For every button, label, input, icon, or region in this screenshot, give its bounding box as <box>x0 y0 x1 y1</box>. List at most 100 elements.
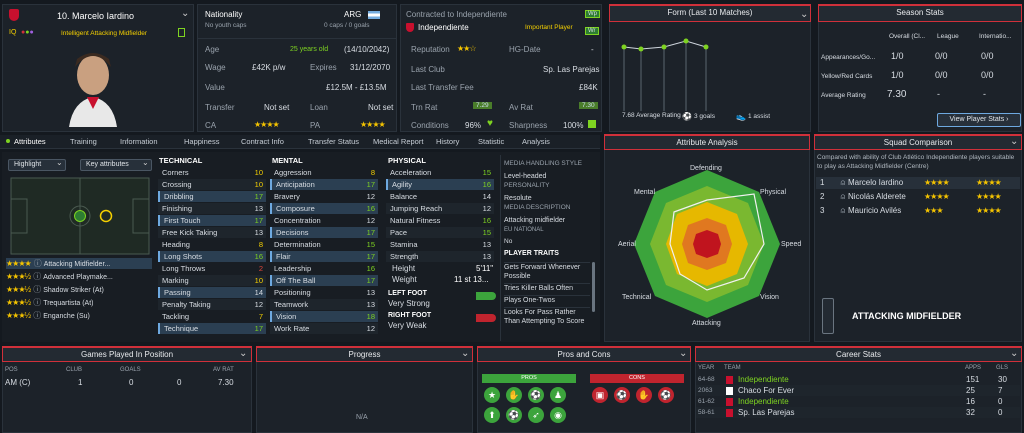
iq-label: IQ <box>9 29 17 36</box>
role-row[interactable]: ★★★½ ⓘ Trequartista (At) <box>6 297 152 308</box>
highlight-dropdown[interactable]: Highlight <box>8 159 66 171</box>
club-panel: Contracted to Independiente Independient… <box>400 4 602 132</box>
season-row3-b: - <box>937 89 940 99</box>
games-col-pos: POS <box>5 367 18 373</box>
attribute-value: 7 <box>258 312 263 321</box>
player-name[interactable]: 10. Marcelo Iardino <box>57 11 135 21</box>
chevron-down-icon[interactable]: ⌄ <box>142 158 149 167</box>
role-row[interactable]: ★★★½ ⓘ Enganche (Su) <box>6 310 152 321</box>
season-title[interactable]: Season Stats <box>818 4 1022 22</box>
progress-na: N/A <box>356 414 368 421</box>
role-row[interactable]: ★★★½ ⓘ Advanced Playmake... <box>6 271 152 282</box>
form-chart <box>621 38 709 111</box>
attribute-name: Long Throws <box>162 264 206 273</box>
attribute-name: Crossing <box>162 180 192 189</box>
attribute-row: Dribbling 17 <box>158 191 266 202</box>
traits-scrollbar[interactable] <box>592 262 595 312</box>
pros-cons-title[interactable]: Pros and Cons <box>477 346 691 362</box>
radar-label-defending: Defending <box>690 165 722 172</box>
attribute-name: Flair <box>276 252 291 261</box>
heart-icon: ♥ <box>487 118 493 129</box>
chevron-down-icon[interactable]: ⌄ <box>1010 348 1019 359</box>
squad-player-name: Marcelo Iardino <box>848 178 904 187</box>
tab-medical-report[interactable]: Medical Report <box>373 137 424 146</box>
club-badge <box>9 9 19 21</box>
radar-label-technical: Technical <box>622 294 652 301</box>
tab-contract-info[interactable]: Contract Info <box>241 137 284 146</box>
caps: 0 caps / 0 goals <box>324 22 370 29</box>
attribute-row: Composure 16 <box>270 203 378 214</box>
tab-training[interactable]: Training <box>70 137 97 146</box>
av-rating-badge: 7.30 <box>579 102 598 109</box>
chevron-down-icon[interactable]: ⌄ <box>56 158 63 167</box>
games-title[interactable]: Games Played In Position <box>2 346 252 362</box>
chevron-down-icon[interactable]: ⌄ <box>1010 136 1019 147</box>
chevron-down-icon[interactable]: ⌄ <box>461 348 470 359</box>
tab-happiness[interactable]: Happiness <box>184 137 220 146</box>
tab-analysis[interactable]: Analysis <box>522 137 550 146</box>
squad-row[interactable]: 3 ⍝ Mauricio Avilés ★★★ ★★★★ <box>816 205 1020 217</box>
chevron-down-icon[interactable]: ⌄ <box>800 9 809 20</box>
career-col-team: TEAM <box>724 365 741 371</box>
attribute-row: Positioning 13 <box>270 287 378 298</box>
career-title[interactable]: Career Stats <box>695 346 1022 362</box>
age-value: 25 years old <box>290 46 329 53</box>
squad-player-name: Nicolás Alderete <box>848 192 906 201</box>
active-tab-dot <box>6 139 10 143</box>
attribute-row: Crossing 10 <box>158 179 266 190</box>
season-row1-c: 0/0 <box>981 51 994 61</box>
club-name[interactable]: Independiente <box>418 23 469 32</box>
season-col2: League <box>937 33 959 40</box>
weight-label: Weight <box>392 275 417 284</box>
attribute-row: Long Shots 16 <box>158 251 266 262</box>
chevron-down-icon[interactable]: ⌄ <box>181 8 190 19</box>
right-foot-value: Very Weak <box>388 321 427 330</box>
squad-row[interactable]: 1 ⍝ Marcelo Iardino ★★★★ ★★★★ <box>816 177 1020 189</box>
progress-title[interactable]: Progress <box>256 346 473 362</box>
chevron-down-icon[interactable]: ⌄ <box>239 348 248 359</box>
key-attributes-dropdown[interactable]: Key attributes <box>80 159 152 171</box>
info-icon: ⓘ <box>33 259 42 268</box>
tab-attributes[interactable]: Attributes <box>14 137 46 146</box>
attribute-value: 12 <box>366 216 375 225</box>
media-style-label: MEDIA HANDLING STYLE <box>504 160 583 167</box>
right-foot-label: RIGHT FOOT <box>388 312 432 319</box>
tab-bar <box>0 135 600 149</box>
attribute-row: Finishing 13 <box>158 203 266 214</box>
attribute-name: Natural Fitness <box>390 216 441 225</box>
attribute-value: 16 <box>482 216 491 225</box>
career-year: 2063 <box>698 387 713 394</box>
role-row[interactable]: ★★★★ ⓘ Attacking Midfielder... <box>6 258 152 269</box>
form-title[interactable]: Form (Last 10 Matches) <box>609 4 811 22</box>
reputation-label: Reputation <box>411 45 450 54</box>
mental-title: MENTAL <box>272 156 303 165</box>
attribute-name: Work Rate <box>274 324 310 333</box>
tab-information[interactable]: Information <box>120 137 158 146</box>
attribute-row: Heading 8 <box>158 239 266 250</box>
chevron-down-icon[interactable]: ⌄ <box>679 348 688 359</box>
attribute-row: Jumping Reach 12 <box>386 203 494 214</box>
reputation-stars: ★★☆ <box>457 44 476 53</box>
role-row[interactable]: ★★★½ ⓘ Shadow Striker (At) <box>6 284 152 295</box>
squad-row[interactable]: 2 ⍝ Nicolás Alderete ★★★★ ★★★★ <box>816 191 1020 203</box>
attribute-row: Determination 15 <box>270 239 378 250</box>
pro-icon: ★ <box>484 387 500 403</box>
squad-comparison-title: Squad Comparison <box>814 134 1022 150</box>
attribute-value: 14 <box>254 288 263 297</box>
view-player-stats-button[interactable]: View Player Stats › <box>937 113 1021 127</box>
attribute-value: 17 <box>366 252 375 261</box>
cons-label: CONS <box>590 374 684 383</box>
trait-item: Looks For Pass Rather Than Attempting To… <box>504 307 590 326</box>
radar-label-aerial: Aerial <box>618 241 636 248</box>
pitch-diagram[interactable] <box>10 177 150 255</box>
attribute-row: Bravery 12 <box>270 191 378 202</box>
season-row1-label: Appearances/Go... <box>821 54 876 61</box>
attribute-value: 16 <box>254 252 263 261</box>
status-dots: ●●● <box>21 29 34 36</box>
attribute-name: Jumping Reach <box>390 204 443 213</box>
tab-statistic[interactable]: Statistic <box>478 137 505 146</box>
tab-transfer-status[interactable]: Transfer Status <box>308 137 359 146</box>
pros-label: PROS <box>482 374 576 383</box>
tab-history[interactable]: History <box>436 137 460 146</box>
clipboard-icon[interactable] <box>178 28 185 37</box>
